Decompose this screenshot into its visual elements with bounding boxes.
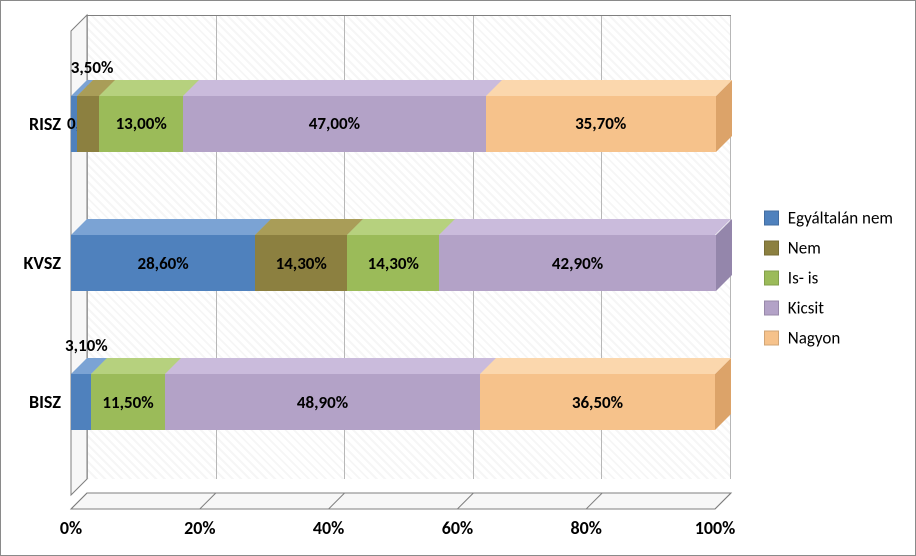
bar-segment: 28,60%: [71, 235, 255, 291]
legend-swatch: [764, 241, 779, 256]
x-tick-label: 40%: [313, 517, 344, 539]
data-label: 14,30%: [255, 235, 347, 291]
legend-swatch: [764, 271, 779, 286]
x-tick-label: 0%: [60, 517, 82, 539]
bar-segment: 48,90%: [165, 374, 480, 430]
legend-item: Is- is: [764, 268, 893, 289]
legend-label: Nem: [788, 238, 821, 259]
data-label: 14,30%: [347, 235, 439, 291]
data-label: 47,00%: [183, 96, 486, 152]
bar-row: 0,90%3,50%13,00%47,00%35,70%: [71, 96, 715, 152]
legend-swatch: [764, 331, 779, 346]
data-label: 42,90%: [439, 235, 715, 291]
bar-segment: 35,70%: [486, 96, 716, 152]
y-category-label: KVSZ: [24, 252, 61, 274]
legend-label: Egyáltalán nem: [788, 208, 893, 229]
legend: Egyáltalán nem Nem Is- is Kicsit Nagyon: [764, 199, 893, 358]
data-label: 28,60%: [71, 235, 255, 291]
bar-segment: 36,50%: [480, 374, 715, 430]
legend-item: Nagyon: [764, 328, 893, 349]
bar-segment: 3,50%: [77, 96, 100, 152]
bar-segment: 14,30%: [347, 235, 439, 291]
bar-segment: 14,30%: [255, 235, 347, 291]
legend-label: Nagyon: [788, 328, 841, 349]
bar-row: 3,10%11,50%48,90%36,50%: [71, 374, 715, 430]
x-tick-label: 20%: [184, 517, 215, 539]
legend-item: Nem: [764, 238, 893, 259]
bar-segment: 11,50%: [91, 374, 165, 430]
legend-swatch: [764, 301, 779, 316]
x-tick-label: 80%: [571, 517, 602, 539]
y-category-label: RISZ: [29, 113, 61, 135]
y-category-label: BISZ: [29, 391, 61, 413]
data-label: 36,50%: [480, 374, 715, 430]
legend-label: Kicsit: [788, 298, 824, 319]
bar-segment: 47,00%: [183, 96, 486, 152]
x-tick-label: 100%: [695, 517, 736, 539]
data-label: 13,00%: [99, 96, 183, 152]
bar-segment: 3,10%: [71, 374, 91, 430]
legend-label: Is- is: [788, 268, 819, 289]
y-axis-labels: BISZ KVSZ RISZ: [1, 31, 61, 495]
plot-area: 3,10%11,50%48,90%36,50%28,60%14,30%14,30…: [71, 31, 715, 495]
x-tick-label: 60%: [442, 517, 473, 539]
legend-item: Egyáltalán nem: [764, 208, 893, 229]
bars-container: 3,10%11,50%48,90%36,50%28,60%14,30%14,30…: [71, 31, 715, 495]
chart-frame: 3,10%11,50%48,90%36,50%28,60%14,30%14,30…: [0, 0, 916, 556]
legend-item: Kicsit: [764, 298, 893, 319]
bar-segment: 13,00%: [99, 96, 183, 152]
bar-row: 28,60%14,30%14,30%42,90%: [71, 235, 715, 291]
data-label: 48,90%: [165, 374, 480, 430]
bar-segment: 42,90%: [439, 235, 715, 291]
data-label: 35,70%: [486, 96, 716, 152]
legend-swatch: [764, 211, 779, 226]
x-axis-labels: 0%20%40%60%80%100%: [71, 517, 715, 537]
data-label: 11,50%: [91, 374, 165, 430]
